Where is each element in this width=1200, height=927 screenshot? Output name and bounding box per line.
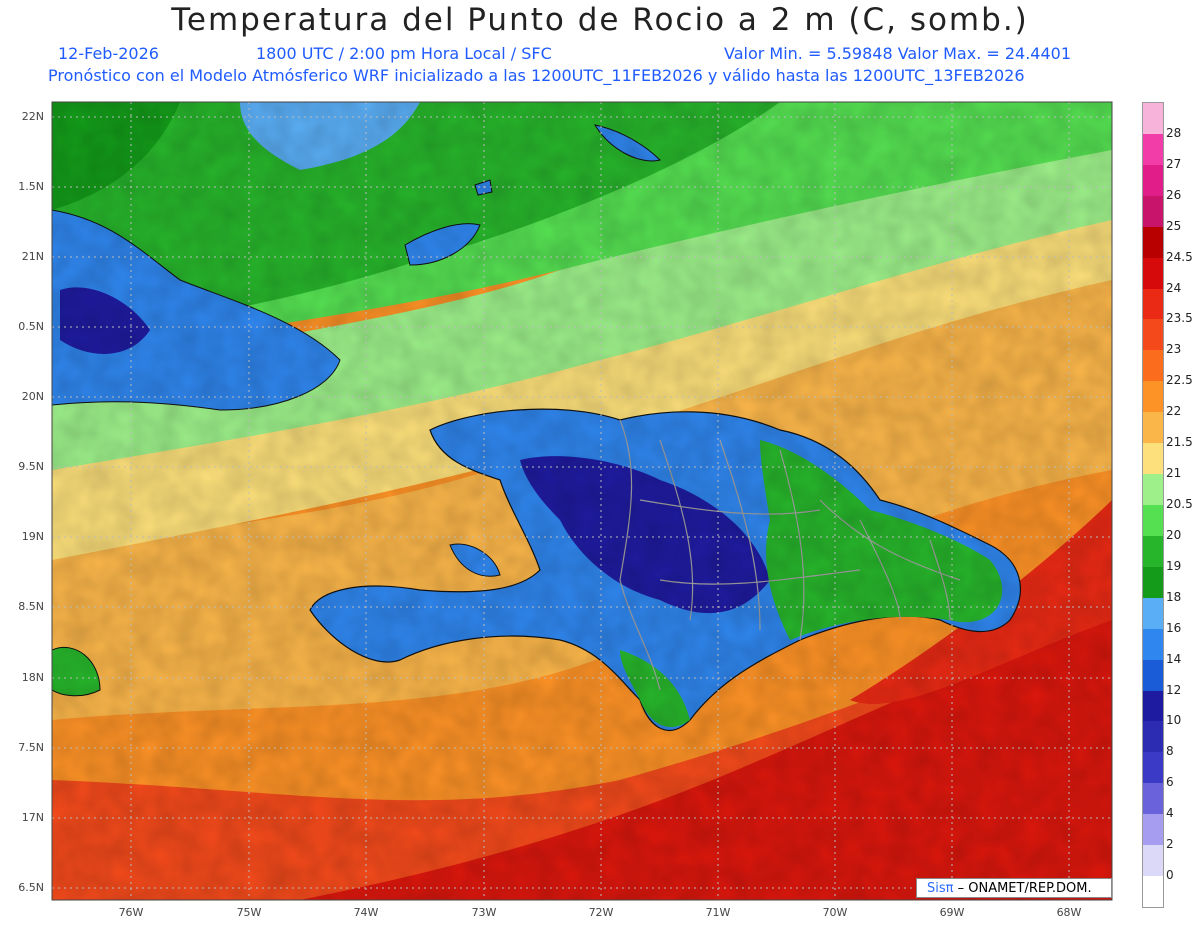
- colorbar-swatch: [1143, 257, 1163, 290]
- colorbar-swatch: [1143, 505, 1163, 537]
- colorbar-swatch: [1143, 195, 1163, 228]
- colorbar-label: 22.5: [1166, 373, 1193, 388]
- colorbar-label: 14: [1166, 651, 1182, 666]
- colorbar-swatch: [1143, 628, 1163, 661]
- colorbar-label: 12: [1166, 682, 1182, 697]
- credit-brand: Sisπ: [927, 881, 954, 896]
- colorbar-label: 24: [1166, 280, 1182, 295]
- colorbar-swatch: [1143, 350, 1163, 382]
- lon-label: 73W: [471, 906, 497, 919]
- colorbar-label: 27: [1166, 156, 1182, 171]
- lat-label: 17N: [21, 811, 44, 824]
- lon-label: 69W: [939, 906, 965, 919]
- colorbar-swatch: [1143, 412, 1163, 444]
- lat-label: 19N: [21, 530, 44, 543]
- lat-label: 1.5N: [18, 180, 44, 193]
- colorbar-swatch: [1143, 226, 1163, 259]
- colorbar-label: 0: [1166, 868, 1174, 883]
- colorbar-label: 23: [1166, 342, 1182, 357]
- colorbar-swatch: [1143, 783, 1163, 815]
- lon-label: 70W: [822, 906, 848, 919]
- colorbar-label: 25: [1166, 218, 1182, 233]
- colorbar-label: 24.5: [1166, 249, 1193, 264]
- colorbar-swatch: [1143, 659, 1163, 692]
- lon-label: 75W: [236, 906, 262, 919]
- colorbar-label: 16: [1166, 620, 1182, 635]
- lon-label: 71W: [705, 906, 731, 919]
- colorbar-label: 10: [1166, 713, 1182, 728]
- colorbar-swatch: [1143, 566, 1163, 599]
- lon-label: 72W: [588, 906, 614, 919]
- lon-label: 76W: [118, 906, 144, 919]
- colorbar-label: 18: [1166, 589, 1182, 604]
- colorbar-label: 6: [1166, 775, 1174, 790]
- lon-label: 74W: [353, 906, 379, 919]
- colorbar-swatch: [1143, 845, 1163, 877]
- chart-title: Temperatura del Punto de Rocio a 2 m (C,…: [171, 2, 1029, 38]
- colorbar-swatch: [1143, 752, 1163, 784]
- lon-label: 68W: [1056, 906, 1082, 919]
- colorbar-swatch: [1143, 288, 1163, 320]
- colorbar-label: 21: [1166, 466, 1182, 481]
- colorbar-swatch: [1143, 690, 1163, 722]
- colorbar-swatch: [1143, 535, 1163, 568]
- forecast-date: 12-Feb-2026: [58, 44, 159, 63]
- lat-label: 8.5N: [18, 600, 44, 613]
- lat-label: 7.5N: [18, 741, 44, 754]
- colorbar-swatch: [1143, 164, 1163, 197]
- colorbar-label: 19: [1166, 558, 1182, 573]
- colorbar-swatch: [1143, 381, 1163, 413]
- colorbar-swatch: [1143, 319, 1163, 351]
- colorbar-swatch: [1143, 721, 1163, 753]
- colorbar-label: 4: [1166, 806, 1174, 821]
- colorbar-swatch: [1143, 597, 1163, 630]
- colorbar-label: 21.5: [1166, 435, 1193, 450]
- colorbar-swatch: [1143, 876, 1163, 908]
- colorbar: [1142, 102, 1164, 908]
- lat-label: 0.5N: [18, 320, 44, 333]
- colorbar-label: 22: [1166, 404, 1182, 419]
- lat-label: 20N: [21, 390, 44, 403]
- colorbar-swatch: [1143, 133, 1163, 166]
- colorbar-swatch: [1143, 443, 1163, 475]
- colorbar-label: 2: [1166, 837, 1174, 852]
- map-frame: [51, 101, 1113, 901]
- min-max-values: Valor Min. = 5.59848 Valor Max. = 24.440…: [724, 44, 1072, 63]
- credit-text: – ONAMET/REP.DOM.: [957, 881, 1092, 896]
- forecast-time: 1800 UTC / 2:00 pm Hora Local / SFC: [256, 44, 552, 63]
- colorbar-label: 20.5: [1166, 497, 1193, 511]
- colorbar-label: 26: [1166, 187, 1182, 202]
- colorbar-label: 23.5: [1166, 311, 1193, 326]
- colorbar-swatch: [1143, 814, 1163, 846]
- colorbar-label: 28: [1166, 125, 1182, 140]
- colorbar-label: 20: [1166, 527, 1182, 542]
- model-info: Pronóstico con el Modelo Atmósferico WRF…: [48, 66, 1025, 85]
- colorbar-swatch: [1143, 474, 1163, 506]
- lat-label: 18N: [21, 671, 44, 684]
- colorbar-swatch: [1143, 103, 1163, 135]
- colorbar-label: 8: [1166, 744, 1174, 759]
- lat-label: 22N: [21, 110, 44, 123]
- lat-label: 9.5N: [18, 460, 44, 473]
- lat-label: 6.5N: [18, 881, 44, 894]
- lat-label: 21N: [21, 250, 44, 263]
- credit-box: Sisπ – ONAMET/REP.DOM.: [916, 878, 1112, 898]
